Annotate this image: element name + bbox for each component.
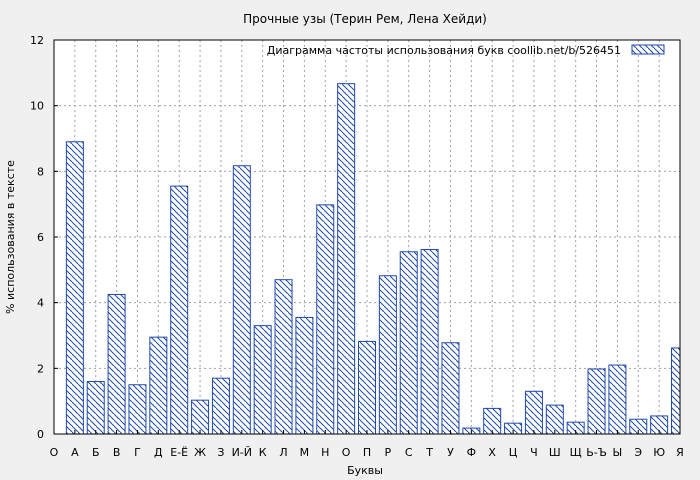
bar — [274, 279, 293, 435]
x-tick-label: И-Й — [232, 446, 252, 459]
x-tick-label: Ц — [509, 446, 518, 459]
x-tick-label: В — [113, 446, 121, 459]
x-tick-label: Т — [425, 446, 433, 459]
x-tick-label: Щ — [570, 446, 582, 459]
x-tick-label: Ж — [194, 446, 206, 459]
x-tick-label: Б — [92, 446, 100, 459]
x-tick-label: Р — [385, 446, 392, 459]
bar — [170, 185, 189, 435]
x-tick-label: Х — [488, 446, 496, 459]
y-tick-label: 6 — [37, 231, 44, 244]
bar — [524, 390, 543, 435]
x-tick-label: П — [363, 446, 371, 459]
x-tick-label: Г — [134, 446, 141, 459]
x-tick-label: К — [259, 446, 267, 459]
x-tick-label: Ь-Ъ — [586, 446, 607, 459]
bar — [295, 316, 314, 435]
y-tick-label: 8 — [37, 165, 44, 178]
legend-swatch — [631, 44, 665, 55]
bar — [316, 204, 335, 435]
x-tick-label: Д — [154, 446, 163, 459]
y-tick-label: 10 — [30, 100, 44, 113]
bar — [253, 325, 272, 435]
y-tick-label: 2 — [37, 362, 44, 375]
bar — [86, 380, 105, 435]
y-axis: 0 2 4 6 8 10 12 — [30, 34, 58, 441]
x-tick-label: М — [300, 446, 310, 459]
bar — [128, 384, 147, 435]
y-tick-label: 0 — [37, 428, 44, 441]
bars — [65, 83, 681, 435]
x-tick-label: У — [447, 446, 454, 459]
x-tick-label: Ы — [613, 446, 623, 459]
x-axis: О А Б В Г Д Е-Ё Ж З И-Й К Л М Н О П Р С Т У Ф Х Ц Ч Ш Щ Ь-Ъ Ы Э Ю Я — [50, 430, 684, 459]
x-tick-label: Ч — [530, 446, 538, 459]
x-tick-label: Л — [279, 446, 287, 459]
bar — [65, 141, 84, 435]
x-tick-label: З — [217, 446, 224, 459]
x-tick-label: Я — [676, 446, 684, 459]
y-axis-label: % использования в тексте — [4, 160, 17, 314]
bar — [378, 275, 397, 435]
bar — [107, 293, 126, 435]
bar — [337, 83, 356, 435]
y-tick-label: 4 — [37, 297, 44, 310]
bar — [211, 377, 230, 435]
bar — [358, 340, 376, 435]
legend-label: Диаграмма частоты использования букв coo… — [267, 44, 621, 57]
x-tick-label: Ю — [653, 446, 665, 459]
bar — [232, 165, 251, 435]
bar — [608, 364, 627, 435]
y-tick-label: 12 — [30, 34, 44, 47]
x-tick-label: А — [71, 446, 79, 459]
chart-title: Прочные узы (Терин Рем, Лена Хейди) — [243, 12, 487, 26]
bar — [545, 404, 564, 435]
bar — [420, 248, 439, 435]
bar — [191, 399, 210, 435]
x-tick-label: Е-Ё — [170, 446, 188, 459]
x-tick-label: О — [50, 446, 59, 459]
bar — [149, 336, 168, 435]
x-tick-label: Ф — [467, 446, 476, 459]
bar — [441, 342, 460, 435]
x-tick-label: О — [342, 446, 351, 459]
bar — [671, 347, 681, 435]
x-tick-label: Э — [634, 446, 642, 459]
bar — [587, 368, 606, 435]
x-tick-label: Н — [321, 446, 329, 459]
x-tick-label: С — [405, 446, 413, 459]
x-tick-label: Ш — [549, 446, 561, 459]
x-axis-label: Буквы — [347, 464, 383, 477]
legend: Диаграмма частоты использования букв coo… — [267, 44, 665, 57]
bar — [399, 251, 418, 435]
